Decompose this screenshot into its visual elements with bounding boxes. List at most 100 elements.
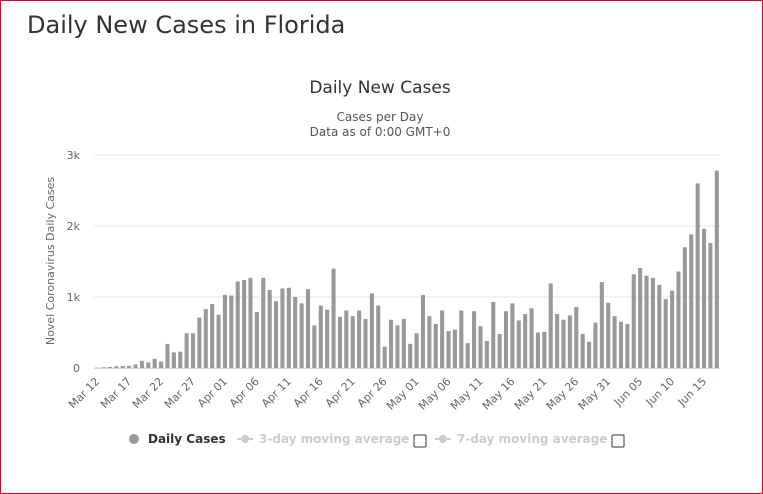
- legend-checkbox[interactable]: [611, 434, 625, 448]
- legend-symbol: [439, 435, 447, 443]
- bar: [363, 319, 368, 368]
- bar: [222, 294, 227, 368]
- x-tick-label: Jun 10: [643, 375, 677, 409]
- bar: [650, 277, 655, 368]
- bar: [229, 295, 234, 368]
- legend-label[interactable]: 3-day moving average: [259, 432, 409, 446]
- y-tick-label: 0: [73, 362, 80, 375]
- bar: [714, 170, 719, 368]
- x-tick-label: Apr 21: [323, 375, 358, 410]
- y-tick-label: 3k: [67, 149, 81, 162]
- bar: [369, 293, 374, 368]
- bar: [133, 364, 138, 368]
- bar: [574, 306, 579, 368]
- bar: [274, 301, 279, 368]
- bar: [184, 333, 189, 368]
- bar: [286, 287, 291, 368]
- bar: [593, 322, 598, 368]
- bar: [401, 319, 406, 368]
- bar: [299, 303, 304, 368]
- bar: [197, 317, 202, 368]
- bar: [535, 332, 540, 368]
- bar: [459, 310, 464, 368]
- bar: [638, 267, 643, 368]
- bar: [318, 305, 323, 368]
- bar: [542, 331, 547, 368]
- bar: [414, 333, 419, 368]
- bar: [433, 323, 438, 368]
- legend-symbol: [241, 435, 249, 443]
- x-tick-label: Jun 05: [611, 375, 645, 409]
- bar: [120, 365, 125, 368]
- x-tick-label: May 16: [480, 375, 518, 413]
- bar: [159, 361, 164, 368]
- bar: [190, 333, 196, 368]
- bar: [325, 309, 330, 368]
- bar: [203, 309, 208, 368]
- bar: [446, 331, 451, 368]
- bar: [235, 281, 240, 368]
- bar: [293, 297, 298, 368]
- bar: [472, 311, 477, 368]
- bar: [529, 308, 534, 368]
- bar: [440, 310, 445, 368]
- x-tick-label: Mar 17: [98, 375, 134, 411]
- x-tick-label: May 31: [576, 375, 614, 413]
- bar: [267, 289, 272, 368]
- legend-checkbox[interactable]: [413, 434, 427, 448]
- bar: [344, 310, 349, 368]
- bar: [465, 343, 470, 368]
- chart-subtitle: Data as of 0:00 GMT+0: [310, 125, 451, 139]
- legend-label[interactable]: 7-day moving average: [457, 432, 607, 446]
- x-tick-label: Apr 16: [291, 375, 326, 410]
- bar: [689, 234, 694, 368]
- x-tick-label: Jun 15: [675, 375, 709, 409]
- bar: [503, 311, 509, 368]
- bar: [561, 319, 566, 368]
- bar: [452, 329, 457, 368]
- bar: [165, 343, 170, 368]
- bar: [516, 320, 521, 368]
- bar: [305, 289, 311, 368]
- bar: [701, 228, 707, 368]
- x-tick-label: May 21: [512, 375, 550, 413]
- x-tick-label: May 11: [448, 375, 486, 413]
- bar: [388, 319, 394, 368]
- y-tick-label: 2k: [67, 220, 81, 233]
- bar: [357, 310, 362, 368]
- bar: [376, 305, 381, 368]
- bar: [216, 314, 221, 368]
- bar: [152, 358, 157, 368]
- bar: [644, 275, 649, 368]
- bar: [478, 326, 483, 368]
- legend-label[interactable]: Daily Cases: [148, 432, 226, 446]
- bar: [580, 333, 585, 368]
- x-tick-label: Mar 12: [66, 375, 102, 411]
- bar: [420, 294, 426, 368]
- bar: [491, 301, 496, 368]
- bar: [484, 341, 489, 368]
- bar: [210, 304, 215, 368]
- x-tick-label: May 06: [416, 375, 454, 413]
- page-title: Daily New Cases in Florida: [27, 11, 346, 39]
- bar: [657, 284, 662, 368]
- bar: [178, 351, 183, 368]
- y-tick-label: 1k: [67, 291, 81, 304]
- bar: [670, 290, 675, 368]
- x-tick-label: Apr 01: [195, 375, 230, 410]
- bar: [567, 315, 572, 368]
- bar: [395, 325, 400, 368]
- x-tick-label: Apr 06: [227, 375, 262, 410]
- bar: [127, 365, 132, 368]
- bar: [548, 283, 553, 368]
- x-tick-label: Mar 27: [162, 375, 198, 411]
- bar: [682, 247, 687, 368]
- bar: [631, 274, 636, 368]
- bar: [107, 366, 113, 368]
- bar: [695, 183, 700, 368]
- bar: [242, 279, 247, 368]
- bar: [555, 314, 560, 368]
- bar: [254, 311, 259, 368]
